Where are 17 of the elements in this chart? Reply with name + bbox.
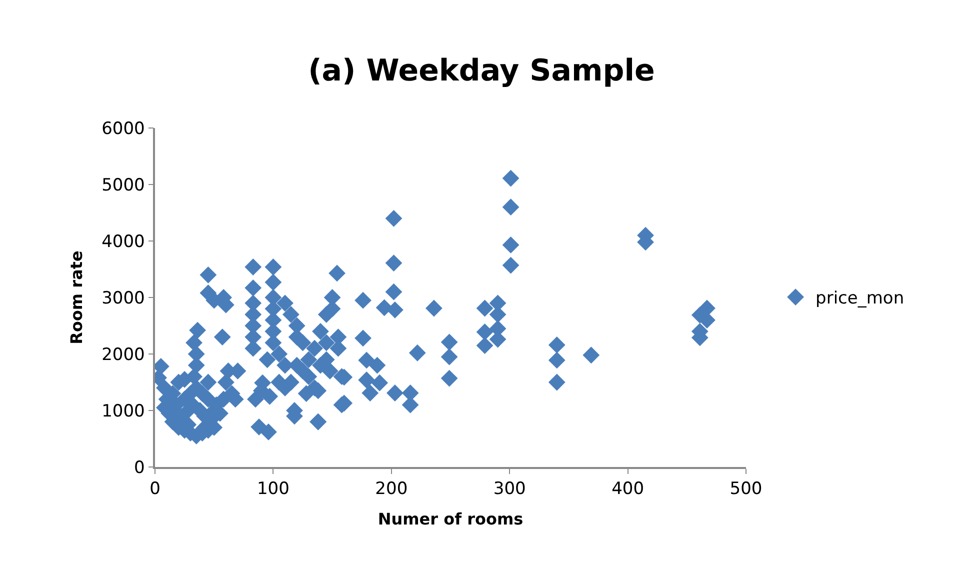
- y-tick-label: 1000: [102, 401, 145, 422]
- x-tick-label: 200: [375, 479, 408, 500]
- x-tick-label: 500: [730, 479, 762, 500]
- y-tick-label: 5000: [102, 175, 145, 196]
- legend-label: price_mon: [816, 288, 904, 309]
- x-axis-title: Numer of rooms: [378, 509, 524, 528]
- x-tick-label: 100: [256, 479, 290, 500]
- x-tick-label: 0: [150, 479, 160, 500]
- y-tick-label: 2000: [102, 344, 145, 365]
- chart-title: (a) Weekday Sample: [308, 53, 655, 88]
- y-tick-label: 0: [134, 458, 145, 478]
- y-tick-label: 6000: [102, 118, 145, 139]
- y-tick-label: 3000: [102, 288, 145, 308]
- x-tick-label: 400: [612, 479, 644, 500]
- y-axis-title: Room rate: [66, 250, 86, 344]
- x-tick-label: 300: [493, 479, 526, 500]
- y-tick-label: 4000: [102, 232, 145, 252]
